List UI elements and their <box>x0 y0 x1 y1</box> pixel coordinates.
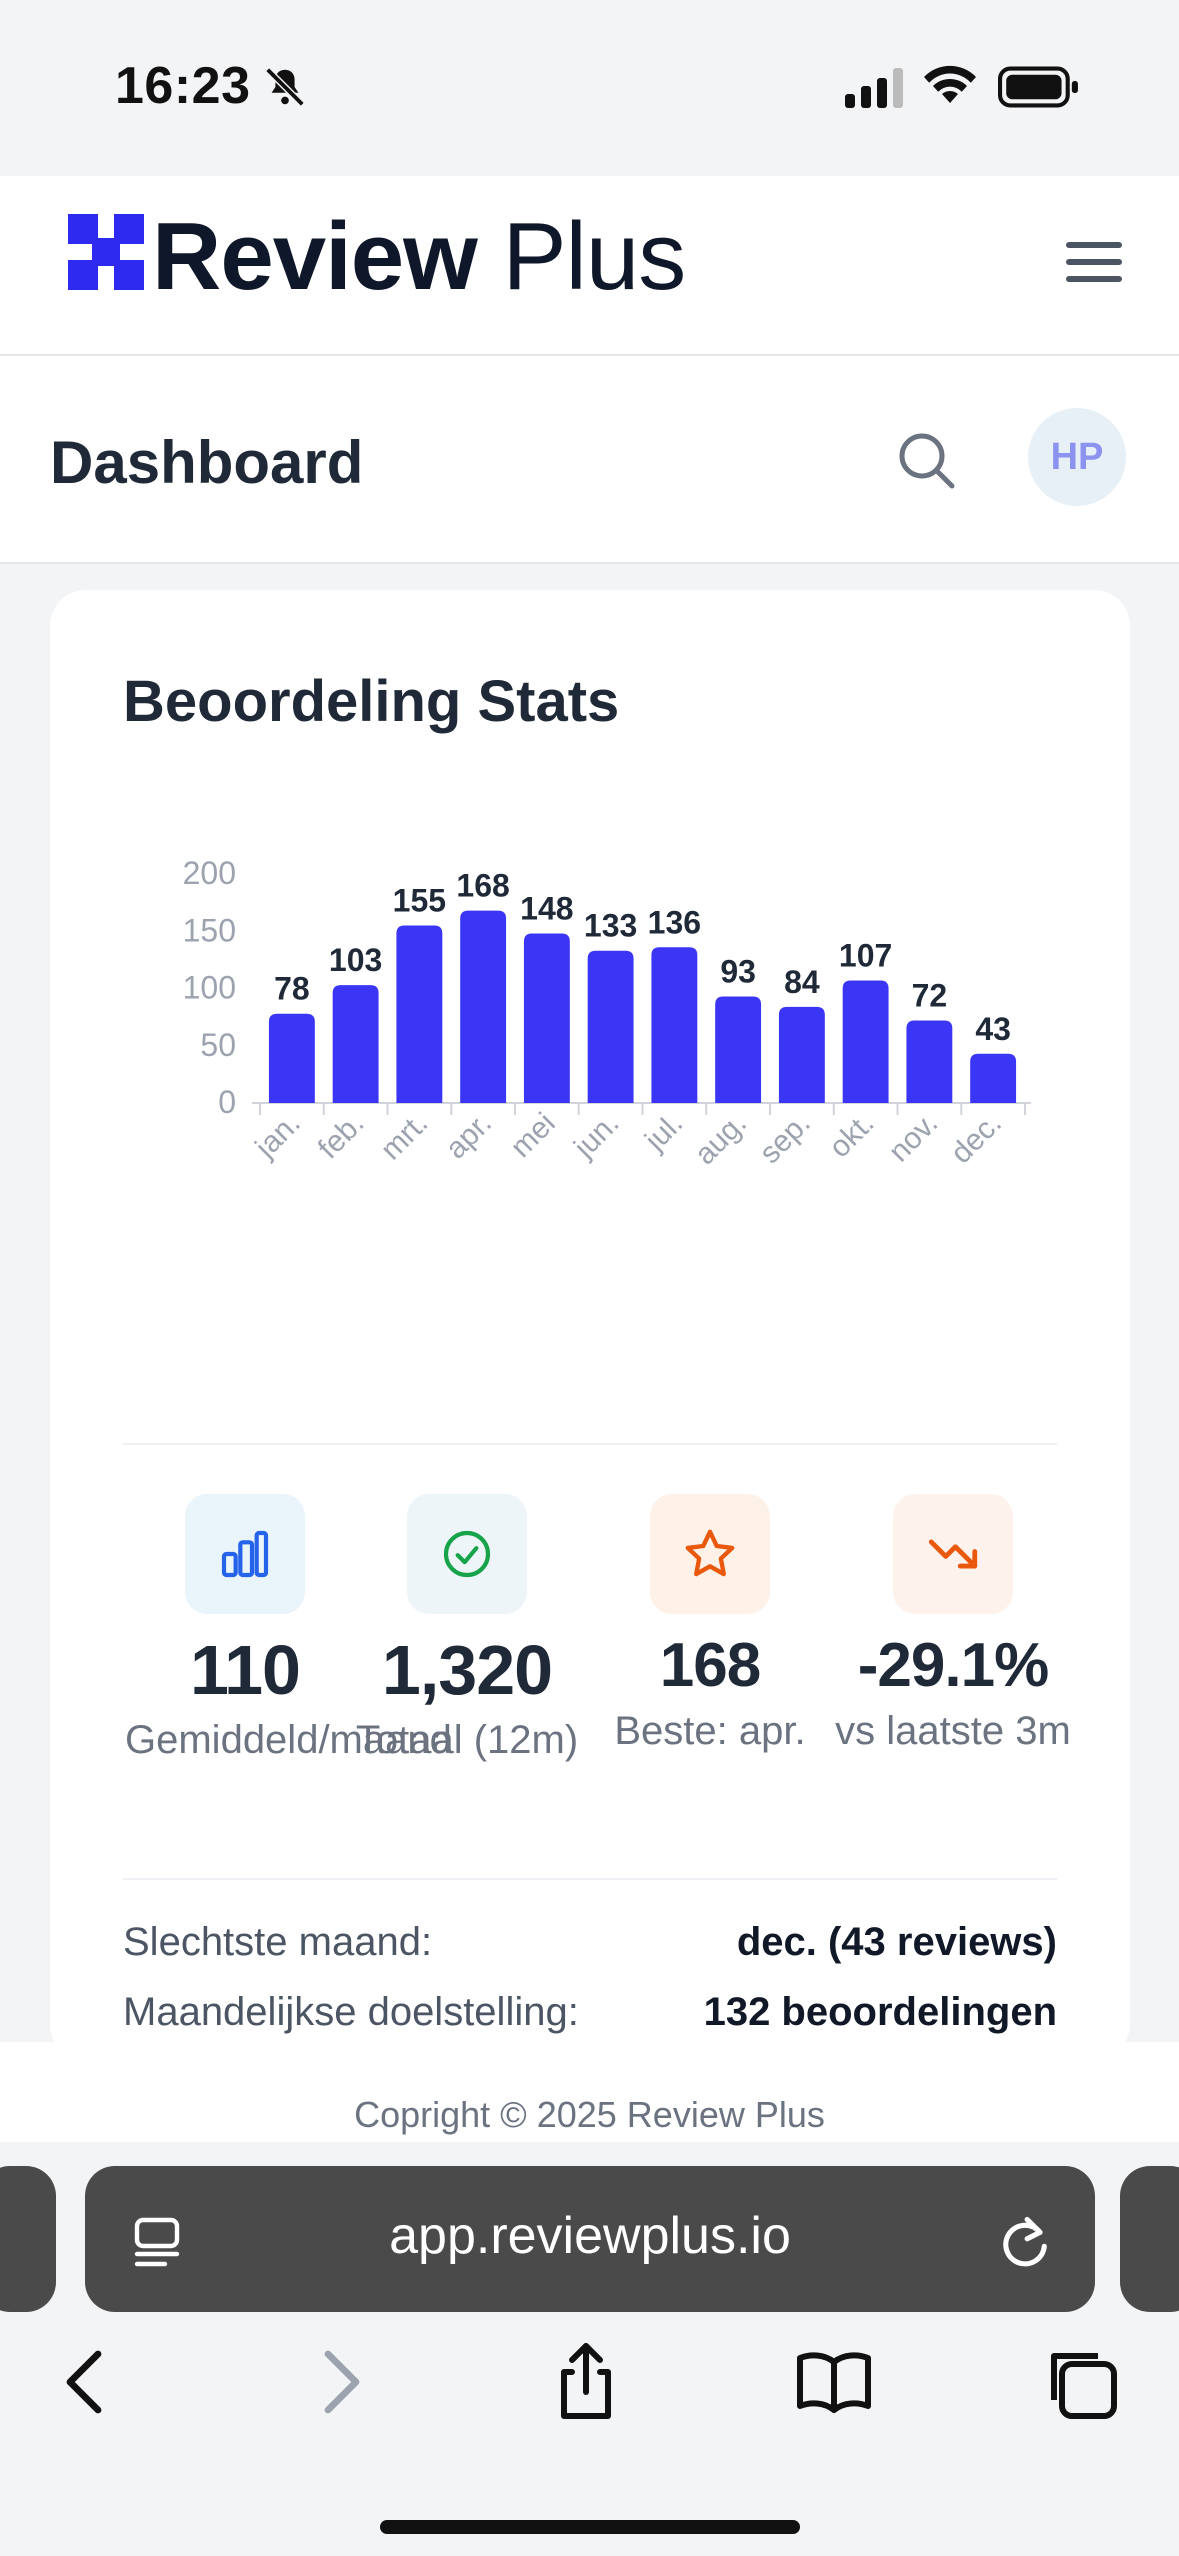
reload-icon[interactable] <box>995 2212 1055 2272</box>
url-text: app.reviewplus.io <box>389 2207 791 2265</box>
cellular-signal-icon <box>845 68 903 108</box>
summary-value: 132 beoordelingen <box>703 1990 1057 2034</box>
summary-key: Slechtste maand: <box>123 1920 433 1964</box>
stat-label: Totaal (12m) <box>355 1718 579 1762</box>
next-tab-peek[interactable] <box>1120 2166 1179 2312</box>
trend-down-icon <box>893 1494 1013 1614</box>
data-label: 148 <box>520 891 573 927</box>
stat-value: 1,320 <box>381 1631 553 1709</box>
bar-apr <box>460 910 507 1103</box>
bell-slash-icon <box>265 67 305 107</box>
data-label: 43 <box>975 1011 1011 1047</box>
x-tick-label: okt. <box>823 1107 881 1165</box>
stat-average: 110 Gemiddeld/maand <box>125 1494 452 1766</box>
tabs-icon[interactable] <box>1040 2342 1120 2422</box>
stats-card: Beoordeling Stats 0 50 100 150 200 78 jan. 103 f… <box>50 590 1130 2060</box>
data-label: 84 <box>784 964 820 1000</box>
data-label: 155 <box>393 883 446 919</box>
search-icon[interactable] <box>894 428 958 492</box>
logo-text-bold: Review <box>152 203 478 310</box>
x-tick-label: sep. <box>753 1107 816 1170</box>
stat-best: 168 Beste: apr. <box>590 1494 830 1757</box>
data-label: 93 <box>720 954 756 990</box>
data-label: 107 <box>839 937 892 973</box>
summary-key: Maandelijkse doelstelling: <box>123 1990 579 2034</box>
stat-value: -29.1% <box>857 1631 1049 1700</box>
y-tick-label: 50 <box>200 1027 236 1063</box>
bar-jul <box>651 947 698 1103</box>
logo-wordmark[interactable]: Review Plus <box>152 202 687 312</box>
x-tick-label: aug. <box>688 1107 753 1172</box>
page-menu-icon[interactable] <box>129 2214 185 2270</box>
data-label: 78 <box>274 971 310 1007</box>
app-header: Review Plus <box>0 176 1179 356</box>
x-tick-label: jun. <box>567 1107 625 1165</box>
bar-chart: 0 50 100 150 200 78 jan. 103 feb. 155 mrt. 168 apr. 1… <box>183 855 1031 1172</box>
x-tick-label: jan. <box>249 1107 307 1165</box>
x-tick-label: apr. <box>439 1107 498 1166</box>
bar-dec <box>970 1053 1017 1103</box>
page-title: Dashboard <box>50 429 364 496</box>
status-time: 16:23 <box>115 57 251 115</box>
bar-sep <box>778 1006 825 1103</box>
summary-row-worst-month: Slechtste maand: dec. (43 reviews) <box>123 1920 1057 1965</box>
y-tick-label: 100 <box>183 970 236 1006</box>
forward-icon[interactable] <box>300 2342 380 2422</box>
logo-text-light: Plus <box>476 203 687 310</box>
stat-total: 1,320 Totaal (12m) <box>347 1494 587 1766</box>
divider <box>123 1443 1057 1445</box>
battery-icon <box>998 66 1078 108</box>
copyright-text: Copright © 2025 Review Plus <box>354 2094 825 2135</box>
stat-label: vs laatste 3m <box>835 1709 1071 1753</box>
star-icon <box>650 1494 770 1614</box>
stat-label: Gemiddeld/maand <box>125 1718 452 1762</box>
status-bar: 16:23 <box>0 0 1179 176</box>
data-label: 133 <box>584 908 637 944</box>
bar-aug <box>715 996 762 1103</box>
previous-tab-peek[interactable] <box>0 2166 56 2312</box>
bar-jan <box>268 1013 315 1103</box>
x-tick-label: nov. <box>882 1107 944 1169</box>
y-tick-label: 200 <box>183 855 236 891</box>
divider <box>123 1878 1057 1880</box>
bookmarks-icon[interactable] <box>794 2342 874 2422</box>
x-tick-label: mei <box>504 1107 562 1165</box>
stat-value: 168 <box>659 1631 761 1700</box>
back-icon[interactable] <box>46 2342 126 2422</box>
bar-nov <box>906 1020 953 1103</box>
share-icon[interactable] <box>546 2342 626 2422</box>
stat-value: 110 <box>190 1631 301 1709</box>
y-tick-label: 0 <box>218 1084 236 1120</box>
data-label: 72 <box>912 978 948 1014</box>
bar-feb <box>332 985 379 1103</box>
x-tick-label: dec. <box>945 1107 1008 1170</box>
page-footer: Copright © 2025 Review Plus <box>0 2042 1179 2142</box>
x-tick-label: mrt. <box>374 1107 434 1167</box>
x-tick-label: feb. <box>312 1107 371 1166</box>
stat-label: Beste: apr. <box>614 1709 806 1753</box>
bar-okt <box>842 980 889 1103</box>
data-label: 136 <box>648 904 701 940</box>
logo-mark-icon <box>68 214 144 290</box>
address-bar[interactable]: app.reviewplus.io <box>85 2166 1095 2312</box>
summary-value: dec. (43 reviews) <box>736 1920 1057 1964</box>
data-label: 103 <box>329 942 382 978</box>
x-tick-label: jul. <box>638 1107 689 1158</box>
user-avatar[interactable]: HP <box>1028 408 1126 506</box>
bar-jun <box>587 950 634 1103</box>
card-title: Beoordeling Stats <box>123 669 620 734</box>
page-title-bar: Dashboard HP <box>0 356 1179 564</box>
data-label: 168 <box>456 868 509 904</box>
bar-chart-icon <box>185 1494 305 1614</box>
hamburger-menu-icon[interactable] <box>1066 238 1122 286</box>
wifi-icon <box>924 65 976 103</box>
y-tick-label: 150 <box>183 912 236 948</box>
summary-row-monthly-goal: Maandelijkse doelstelling: 132 beoordeli… <box>123 1990 1057 2035</box>
bar-mei <box>523 933 570 1103</box>
check-circle-icon <box>407 1494 527 1614</box>
stat-trend: -29.1% vs laatste 3m <box>833 1494 1073 1757</box>
browser-toolbar: app.reviewplus.io <box>0 2142 1179 2556</box>
home-indicator <box>380 2520 800 2534</box>
bar-mrt <box>396 925 443 1103</box>
